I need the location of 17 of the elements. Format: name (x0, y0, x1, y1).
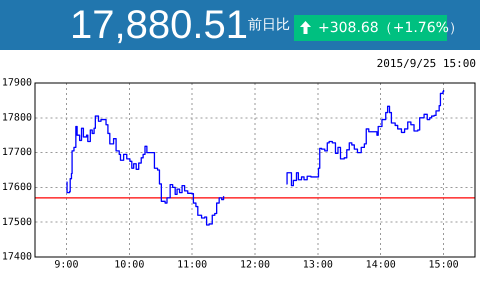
x-tick-label: 10:00 (114, 260, 144, 271)
x-tick-label: 13:00 (302, 260, 333, 271)
chart-title: 17,880.51 (70, 2, 248, 48)
y-tick-label: 17600 (2, 182, 32, 193)
chart-subtitle: 前日比 (248, 16, 290, 34)
y-tick-label: 17500 (2, 216, 32, 228)
x-tick-label: 14:00 (366, 260, 396, 271)
text: 2015/9/25 15:00 (376, 57, 476, 70)
y-tick-label: 17800 (2, 112, 32, 124)
y-tick-label: 17700 (2, 147, 32, 158)
y-tick-label: 17900 (2, 78, 32, 89)
y-tick-label: 17400 (2, 252, 32, 263)
text: +308.68（+1.76%） (318, 19, 463, 38)
x-tick-label: 12:00 (240, 260, 270, 271)
x-tick-label: 11:00 (177, 260, 208, 271)
x-tick-label: 15:00 (428, 260, 459, 271)
x-tick-label: 9:00 (54, 260, 78, 271)
